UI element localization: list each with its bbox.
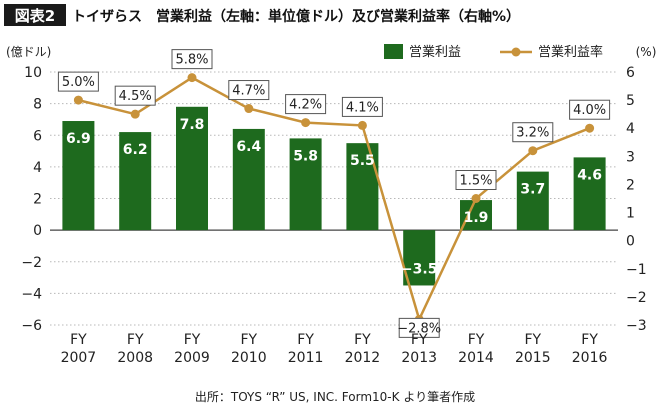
right-axis-tick-label: 0 xyxy=(626,234,635,250)
margin-point xyxy=(585,123,595,133)
left-axis-tick-label: 2 xyxy=(33,192,42,208)
bar-value-label: 6.2 xyxy=(123,142,148,158)
margin-point xyxy=(244,104,254,114)
x-axis-tick-label: FY 2007 xyxy=(61,332,97,366)
right-axis-tick-label: −1 xyxy=(626,262,647,278)
right-axis-tick-label: 4 xyxy=(626,121,635,137)
bar-value-label: 5.8 xyxy=(293,148,318,164)
bar-value-label: 5.5 xyxy=(350,153,375,169)
figure-label-box xyxy=(4,4,66,26)
margin-point xyxy=(528,146,538,156)
bar xyxy=(119,132,152,231)
right-axis-tick-label: −3 xyxy=(626,318,647,334)
source-note: 出所：TOYS “R” US, INC. Form10-K より筆者作成 xyxy=(195,390,475,404)
legend: 営業利益 営業利益率 xyxy=(384,44,603,60)
x-axis-tick-label: FY 2013 xyxy=(401,332,437,366)
right-axis-tick-label: 3 xyxy=(626,149,635,165)
left-axis-tick-label: 6 xyxy=(33,128,42,144)
bar xyxy=(403,230,436,286)
margin-value-label: 4.2% xyxy=(289,98,322,113)
margin-value-label: 3.2% xyxy=(516,126,549,141)
margin-value-label: 5.0% xyxy=(62,75,95,90)
margin-value-box xyxy=(569,99,611,120)
margin-value-label: −2.8% xyxy=(397,321,441,336)
margin-value-label: 4.0% xyxy=(573,103,606,118)
margin-value-box xyxy=(285,94,327,115)
bar xyxy=(289,138,322,231)
margin-value-label: 4.5% xyxy=(119,89,152,104)
margin-value-box xyxy=(114,85,156,106)
x-axis-tick-label: FY 2012 xyxy=(345,332,381,366)
left-axis-tick-label: 10 xyxy=(24,65,42,81)
legend-line-label: 営業利益率 xyxy=(538,44,603,60)
margin-value-box xyxy=(398,317,440,338)
margin-value-box xyxy=(512,122,554,143)
right-axis-unit-label: (%) xyxy=(636,45,657,59)
x-axis-tick-label: FY 2008 xyxy=(117,332,153,366)
bar-value-label: 7.8 xyxy=(180,117,205,133)
bar xyxy=(516,171,549,231)
legend-bar-swatch xyxy=(384,44,403,59)
margin-line xyxy=(78,76,591,323)
left-axis-tick-label: 0 xyxy=(33,223,42,239)
margin-value-label: 5.8% xyxy=(175,53,208,68)
margin-value-label: 4.1% xyxy=(346,100,379,115)
x-axis-tick-label: FY 2009 xyxy=(174,332,210,366)
chart-title: トイザらス 営業利益（左軸：単位億ドル）及び営業利益率（右軸%） xyxy=(72,8,520,25)
margin-value-box xyxy=(341,96,383,117)
x-axis-tick-label: FY 2015 xyxy=(515,332,551,366)
bar-value-label: −3.5 xyxy=(401,261,438,277)
legend-bar-label: 営業利益 xyxy=(409,44,461,60)
bar xyxy=(460,200,492,231)
bar-value-label: 6.9 xyxy=(66,131,91,147)
left-axis-tick-label: 8 xyxy=(33,97,42,113)
margin-point xyxy=(187,73,197,83)
x-axis-tick-label: FY 2014 xyxy=(458,332,494,366)
bar xyxy=(573,157,606,231)
margin-value-label: 1.5% xyxy=(459,174,492,189)
x-axis-tick-label: FY 2011 xyxy=(288,332,324,366)
right-axis-tick-label: 1 xyxy=(626,206,635,222)
x-axis-tick-label: FY 2010 xyxy=(231,332,267,366)
margin-point xyxy=(73,95,83,105)
right-axis-tick-label: 5 xyxy=(626,93,635,109)
margin-point xyxy=(471,194,481,203)
margin-value-box xyxy=(171,49,213,70)
x-axis-tick-label: FY 2016 xyxy=(572,332,608,366)
left-axis-tick-label: −4 xyxy=(21,286,42,302)
bar xyxy=(232,128,265,231)
legend-line-marker xyxy=(511,47,521,57)
left-axis-tick-label: −2 xyxy=(21,255,42,271)
margin-value-box xyxy=(228,80,270,101)
margin-point xyxy=(357,120,367,130)
figure-label: 図表2 xyxy=(15,7,55,25)
margin-value-box xyxy=(57,71,99,92)
right-axis-tick-label: 6 xyxy=(626,65,635,81)
right-axis-tick-label: 2 xyxy=(626,177,635,193)
margin-value-box xyxy=(455,170,497,190)
margin-value-label: 4.7% xyxy=(232,84,265,99)
chart-header: 図表2 トイザらス 営業利益（左軸：単位億ドル）及び営業利益率（右軸%） xyxy=(4,4,520,26)
bar-value-label: 3.7 xyxy=(520,182,545,198)
left-axis-tick-label: 4 xyxy=(33,160,42,176)
bar xyxy=(176,106,208,231)
bar-value-label: 6.4 xyxy=(236,139,261,155)
right-axis-tick-label: −2 xyxy=(626,290,647,306)
left-axis-unit-label: (億ドル) xyxy=(6,45,51,59)
margin-point xyxy=(130,109,140,119)
bar-value-label: 4.6 xyxy=(577,167,602,183)
bar-value-label: 1.9 xyxy=(464,210,489,226)
bar xyxy=(62,121,95,231)
margin-point xyxy=(301,118,311,128)
left-axis-tick-label: −6 xyxy=(21,318,42,334)
